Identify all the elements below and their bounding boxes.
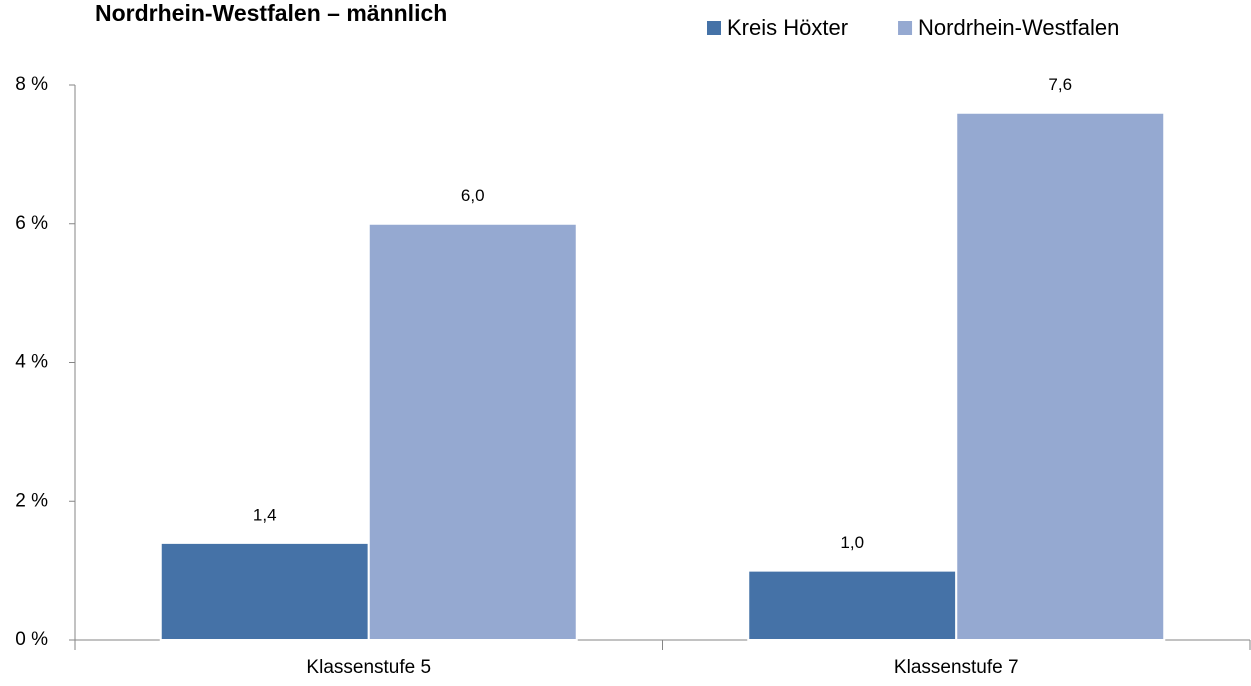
- x-tick-label: Klassenstufe 7: [894, 657, 1019, 678]
- y-tick-label: 6 %: [15, 213, 48, 234]
- legend-label: Kreis Höxter: [727, 15, 848, 40]
- x-tick-label: Klassenstufe 5: [306, 657, 431, 678]
- value-label: 1,0: [840, 533, 864, 552]
- value-label: 6,0: [461, 186, 485, 205]
- chart-title: Nordrhein-Westfalen – männlich: [95, 0, 447, 26]
- value-label: 7,6: [1048, 75, 1072, 94]
- value-label: 1,4: [253, 505, 277, 524]
- bar: [367, 222, 578, 641]
- y-tick-label: 4 %: [15, 352, 48, 373]
- legend-label: Nordrhein-Westfalen: [918, 15, 1119, 40]
- y-tick-label: 8 %: [15, 74, 48, 95]
- legend-swatch: [898, 21, 913, 35]
- y-tick-label: 2 %: [15, 490, 48, 511]
- y-tick-label: 0 %: [15, 629, 48, 650]
- legend-swatch: [707, 21, 721, 35]
- bar: [747, 569, 958, 641]
- bar: [955, 111, 1166, 641]
- bar: [159, 541, 370, 641]
